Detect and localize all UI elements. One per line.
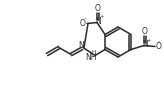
Text: NH: NH (85, 53, 97, 62)
Text: -: - (85, 16, 86, 22)
Text: -: - (158, 40, 159, 45)
Text: O: O (95, 4, 101, 13)
Text: +: + (147, 37, 151, 42)
Text: N: N (95, 16, 101, 26)
Text: O: O (80, 19, 86, 28)
Text: O: O (156, 41, 162, 50)
Text: N: N (78, 41, 84, 50)
Text: O: O (142, 27, 148, 36)
Text: H: H (92, 50, 96, 55)
Text: N: N (142, 40, 148, 49)
Text: +: + (100, 15, 104, 19)
